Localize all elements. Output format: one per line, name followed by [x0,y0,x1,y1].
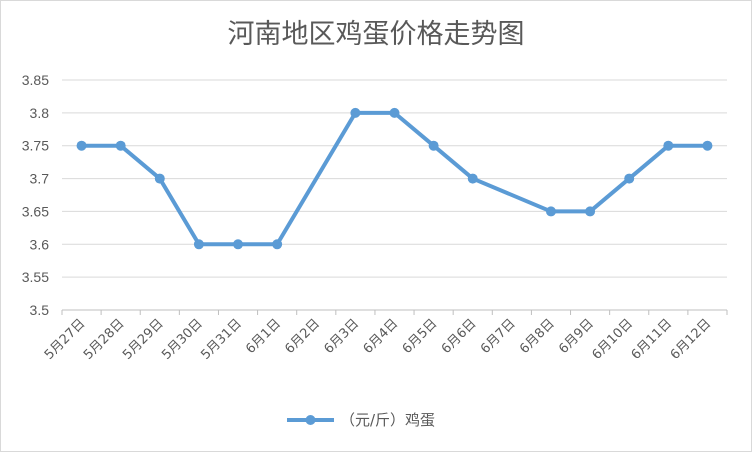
data-point [115,140,126,151]
y-tick-label: 3.55 [22,269,49,285]
y-tick-label: 3.5 [30,302,50,318]
x-tick-label: 6月4日 [361,316,402,357]
data-point [624,173,635,184]
y-tick-label: 3.6 [30,236,50,252]
legend: （元/斤）鸡蛋 [287,411,435,429]
data-point [350,107,361,118]
x-tick-label: 6月1日 [243,316,284,357]
data-point [76,140,87,151]
x-axis-ticks: 5月27日5月28日5月29日5月30日5月31日6月1日6月2日6月3日6月4… [42,310,728,363]
legend-label: （元/斤）鸡蛋 [340,411,435,429]
data-point [585,206,596,217]
x-tick-label: 6月5日 [400,316,441,357]
y-tick-label: 3.65 [22,203,49,219]
data-point [233,239,244,250]
x-tick-label: 6月3日 [322,316,363,357]
y-tick-label: 3.85 [22,72,49,88]
x-tick-label: 6月10日 [589,316,636,363]
data-point [389,107,400,118]
x-tick-label: 6月7日 [478,316,519,357]
x-tick-label: 5月29日 [120,316,167,363]
data-point [154,173,165,184]
x-tick-label: 5月27日 [42,316,89,363]
x-tick-label: 5月28日 [81,316,128,363]
data-point [272,239,283,250]
data-point [467,173,478,184]
data-point [663,140,674,151]
legend-point-marker [305,415,316,425]
y-tick-label: 3.75 [22,138,49,154]
y-tick-label: 3.7 [30,171,50,187]
x-tick-label: 6月11日 [629,316,676,363]
x-tick-label: 6月6日 [439,316,480,357]
chart-title: 河南地区鸡蛋价格走势图 [228,19,525,50]
x-tick-label: 5月30日 [159,316,206,363]
data-point [193,239,204,250]
series-layer [76,107,713,250]
data-point [545,206,556,217]
y-tick-label: 3.8 [30,105,50,121]
y-axis-ticks: 3.5 3.55 3.6 3.65 3.7 3.75 3.8 3.85 [22,72,49,318]
x-tick-label: 6月2日 [282,316,323,357]
x-tick-label: 6月8日 [517,316,558,357]
data-point [428,140,439,151]
x-tick-label: 5月31日 [198,316,245,363]
x-tick-label: 6月12日 [668,316,715,363]
data-point [702,140,713,151]
gridlines [62,79,727,311]
